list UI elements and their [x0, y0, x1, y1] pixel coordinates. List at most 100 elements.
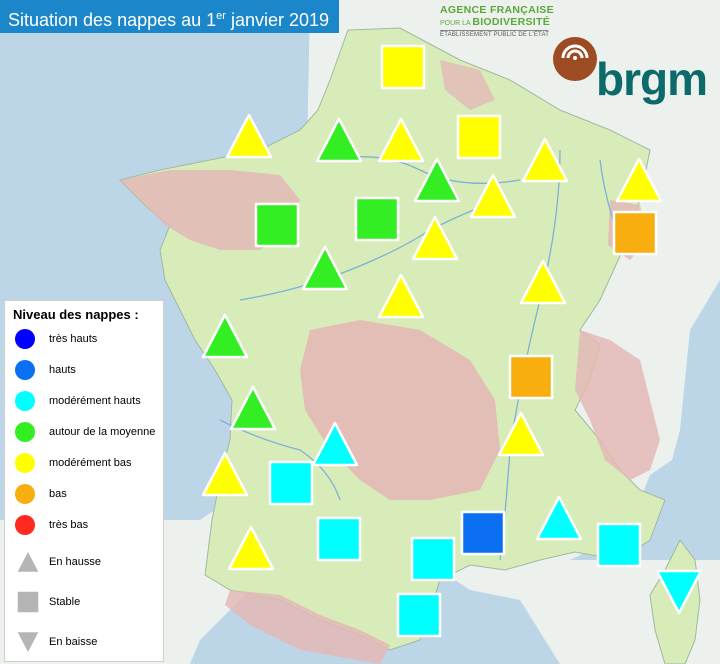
level-dot-icon	[15, 391, 35, 411]
legend-level-label: autour de la moyenne	[49, 426, 156, 438]
agency-line2-name: BIODIVERSITÉ	[472, 16, 551, 28]
legend-level-item: modérément bas	[15, 451, 132, 475]
marker-hausse-icon	[201, 313, 249, 359]
marker-hausse-icon	[201, 451, 249, 497]
legend-level-item: autour de la moyenne	[15, 420, 155, 444]
marker-hausse-icon	[469, 173, 517, 219]
aquifer-marker	[200, 450, 250, 505]
aquifer-marker	[520, 136, 570, 191]
aquifer-marker	[506, 352, 556, 407]
map-title: Situation des nappes au 1er janvier 2019	[0, 0, 340, 33]
marker-stable-icon	[268, 460, 314, 506]
agency-line2: POUR LA BIODIVERSITÉ	[440, 16, 570, 28]
marker-hausse-icon	[497, 411, 545, 457]
aquifer-marker	[408, 534, 458, 589]
aquifer-marker	[266, 458, 316, 513]
marker-stable-icon	[596, 522, 642, 568]
aquifer-marker	[394, 590, 444, 645]
marker-hausse-icon	[521, 137, 569, 183]
aquifer-marker	[458, 508, 508, 563]
marker-stable-icon	[456, 114, 502, 160]
agency-rule	[440, 30, 548, 31]
aquifer-marker	[610, 208, 660, 263]
title-rest: janvier 2019	[225, 10, 330, 30]
trend-up-icon	[15, 549, 41, 574]
level-dot-icon	[15, 422, 35, 442]
marker-hausse-icon	[411, 215, 459, 261]
aquifer-marker	[224, 112, 274, 167]
brgm-logo-icon	[553, 37, 597, 81]
legend-title: Niveau des nappes :	[13, 307, 139, 322]
marker-stable-icon	[460, 510, 506, 556]
marker-hausse-icon	[377, 117, 425, 163]
legend-level-item: très hauts	[15, 327, 97, 351]
marker-stable-icon	[410, 536, 456, 582]
legend-level-item: modérément hauts	[15, 389, 141, 413]
aquifer-marker	[228, 384, 278, 439]
aquifer-marker	[378, 42, 428, 97]
legend-level-label: modérément hauts	[49, 395, 141, 407]
legend-level-label: bas	[49, 488, 67, 500]
marker-hausse-icon	[227, 525, 275, 571]
agency-logo: AGENCE FRANÇAISE POUR LA BIODIVERSITÉ ÉT…	[440, 4, 570, 38]
brgm-logo-text: brgm	[596, 53, 708, 105]
legend-level-item: bas	[15, 482, 67, 506]
marker-hausse-icon	[315, 117, 363, 163]
legend-trend-label: En hausse	[49, 556, 101, 568]
legend-trend-item: En hausse	[15, 547, 101, 577]
aquifer-marker	[314, 514, 364, 569]
aquifer-marker	[226, 524, 276, 579]
marker-hausse-icon	[615, 157, 663, 203]
aquifer-marker	[518, 258, 568, 313]
level-dot-icon	[15, 360, 35, 380]
legend-level-label: très bas	[49, 519, 89, 531]
level-dot-icon	[15, 515, 35, 535]
legend-trend-label: En baisse	[49, 636, 98, 648]
legend-level-label: modérément bas	[49, 457, 132, 469]
marker-stable-icon	[508, 354, 554, 400]
aquifer-marker	[410, 214, 460, 269]
trend-square-icon	[16, 590, 40, 614]
aquifer-marker	[300, 244, 350, 299]
marker-hausse-icon	[377, 273, 425, 319]
aquifer-marker	[654, 566, 704, 621]
legend: Niveau des nappes : très hauts hauts modér…	[4, 300, 164, 662]
aquifer-marker	[352, 194, 402, 249]
agency-line2-prefix: POUR LA	[440, 20, 471, 27]
marker-hausse-icon	[519, 259, 567, 305]
aquifer-marker	[376, 116, 426, 171]
level-dot-icon	[15, 484, 35, 504]
marker-hausse-icon	[301, 245, 349, 291]
marker-stable-icon	[396, 592, 442, 638]
trend-down-icon	[15, 630, 41, 655]
aquifer-marker	[614, 156, 664, 211]
ardennes	[440, 60, 495, 110]
aquifer-marker	[252, 200, 302, 255]
legend-trend-item: En baisse	[15, 627, 97, 657]
legend-level-label: très hauts	[49, 333, 98, 345]
legend-level-label: hauts	[49, 364, 76, 376]
aquifer-marker	[454, 112, 504, 167]
marker-hausse-icon	[229, 385, 277, 431]
aquifer-marker	[496, 410, 546, 465]
marker-stable-icon	[380, 44, 426, 90]
legend-level-item: très bas	[15, 513, 88, 537]
marker-stable-icon	[354, 196, 400, 242]
level-dot-icon	[15, 453, 35, 473]
agency-line1: AGENCE FRANÇAISE	[440, 4, 554, 16]
marker-hausse-icon	[225, 113, 273, 159]
legend-trend-item: Stable	[15, 587, 80, 617]
aquifer-marker	[468, 172, 518, 227]
marker-baisse-icon	[655, 569, 703, 615]
marker-stable-icon	[612, 210, 658, 256]
aquifer-marker	[200, 312, 250, 367]
aquifer-marker	[412, 156, 462, 211]
marker-hausse-icon	[535, 495, 583, 541]
pyrenees	[225, 590, 390, 664]
marker-stable-icon	[254, 202, 300, 248]
aquifer-marker	[534, 494, 584, 549]
marker-hausse-icon	[413, 157, 461, 203]
legend-trend-label: Stable	[49, 596, 81, 608]
agency-line3: ÉTABLISSEMENT PUBLIC DE L'ÉTAT	[440, 32, 550, 38]
aquifer-marker	[376, 272, 426, 327]
